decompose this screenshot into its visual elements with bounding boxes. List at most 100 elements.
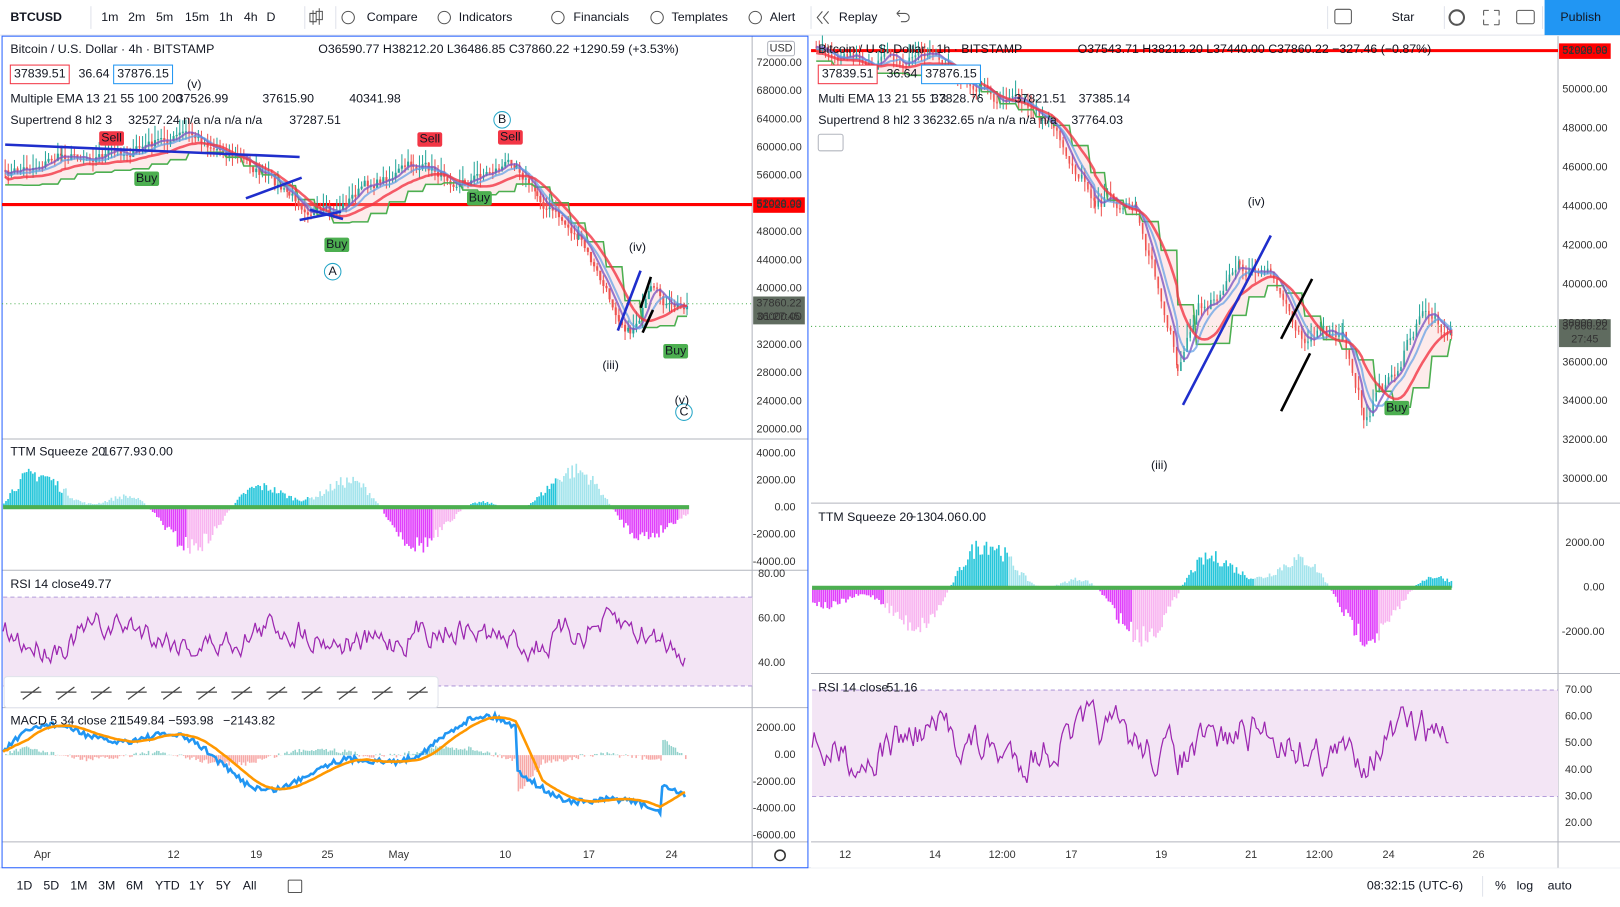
drawing-tool-icon[interactable]: [266, 686, 288, 700]
symbol[interactable]: BTCUSD: [10, 10, 62, 24]
range-button[interactable]: 6M: [126, 879, 143, 893]
squeeze-bar: [589, 480, 592, 508]
replay-button[interactable]: Replay: [839, 10, 878, 24]
range-button[interactable]: 1Y: [189, 879, 204, 893]
macd-histogram: [224, 755, 226, 764]
squeeze-bar: [532, 502, 534, 508]
collapse-button[interactable]: [817, 133, 844, 152]
squeeze-bar: [443, 507, 445, 525]
price-tick-label: 60000.00: [757, 142, 802, 154]
squeeze-bar: [651, 507, 654, 533]
interval[interactable]: 15m: [185, 10, 209, 24]
squeeze-bar: [1202, 564, 1205, 588]
drawing-tool-icon[interactable]: [371, 686, 393, 700]
drawing-tool-icon[interactable]: [161, 686, 182, 700]
squeeze-bar: [1080, 581, 1083, 588]
scale-option[interactable]: log: [1517, 879, 1534, 893]
drawing-tool-icon[interactable]: [20, 686, 42, 700]
candle: [397, 168, 400, 173]
candle: [586, 248, 589, 252]
candle: [341, 203, 345, 210]
candle: [972, 85, 975, 90]
squeeze-bar: [75, 499, 78, 508]
interval[interactable]: 1m: [101, 10, 118, 24]
publish-label[interactable]: Publish: [1560, 10, 1601, 24]
candle: [635, 323, 638, 328]
squeeze-bar: [867, 587, 870, 596]
macd-histogram: [40, 752, 42, 756]
drawing-tool-icon[interactable]: [55, 686, 77, 700]
squeeze-bar: [217, 507, 220, 526]
interval[interactable]: D: [267, 10, 276, 24]
squeeze-bar: [339, 477, 342, 508]
squeeze-bar: [253, 487, 255, 508]
candle: [914, 55, 917, 58]
macd-histogram: [465, 750, 468, 756]
macd-histogram: [151, 753, 154, 756]
date-range-icon[interactable]: [287, 879, 303, 894]
drawing-tool-icon[interactable]: [336, 686, 358, 700]
squeeze-bar: [832, 587, 835, 602]
publish-button[interactable]: [1544, 0, 1620, 36]
squeeze-bar: [1119, 587, 1122, 614]
squeeze-bar: [635, 507, 638, 539]
squeeze-bar: [1173, 587, 1176, 598]
toolbar-button[interactable]: Templates: [672, 10, 728, 24]
range-button[interactable]: All: [243, 879, 257, 893]
candle: [570, 227, 573, 234]
range-button[interactable]: 3M: [98, 879, 115, 893]
squeeze-bar: [1394, 587, 1397, 611]
drawing-tool-icon[interactable]: [301, 686, 323, 700]
drawing-tool-icon[interactable]: [90, 686, 112, 700]
macd-histogram: [397, 754, 400, 756]
macd-histogram: [503, 755, 505, 757]
scale-option[interactable]: %: [1495, 879, 1506, 893]
squeeze-bar: [1231, 564, 1234, 588]
squeeze-bar: [606, 499, 609, 508]
range-button[interactable]: 5D: [43, 879, 59, 893]
macd-histogram: [678, 753, 681, 756]
squeeze-bar: [1336, 587, 1339, 603]
squeeze-bar: [824, 587, 827, 603]
range-button[interactable]: 1M: [70, 879, 87, 893]
squeeze-bar: [27, 468, 30, 508]
toolbar-button[interactable]: Indicators: [459, 10, 513, 24]
drawing-tool-icon[interactable]: [126, 686, 147, 700]
study-name: Supertrend 8 hl2 3: [818, 113, 920, 127]
range-button[interactable]: YTD: [155, 879, 180, 893]
scale-option[interactable]: auto: [1548, 879, 1572, 893]
squeeze-bar: [1171, 587, 1174, 601]
candle: [322, 206, 325, 208]
squeeze-bar: [168, 507, 171, 527]
drawn-trendline: [639, 276, 653, 309]
interval[interactable]: 2m: [128, 10, 145, 24]
drawing-tool-icon[interactable]: [407, 686, 428, 700]
squeeze-bar: [1369, 587, 1372, 641]
range-button[interactable]: 1D: [17, 879, 33, 893]
interval[interactable]: 1h: [219, 10, 233, 24]
macd-histogram: [381, 755, 383, 756]
drawing-tool-icon[interactable]: [196, 686, 217, 700]
range-button[interactable]: 5Y: [216, 879, 231, 893]
time-tick-label: May: [389, 849, 410, 861]
interval[interactable]: 4h: [244, 10, 258, 24]
candle: [1014, 94, 1017, 97]
candle: [209, 147, 212, 149]
toolbar-button[interactable]: Financials: [573, 10, 629, 24]
candle: [573, 233, 576, 235]
drawing-tool-icon[interactable]: [231, 686, 253, 700]
squeeze-bar: [127, 497, 129, 508]
squeeze-bar: [1444, 581, 1447, 588]
price-tick-label: 50000.00: [1562, 83, 1607, 95]
bottom-toolbar: [0, 867, 1620, 907]
ask-box: [113, 64, 174, 85]
macd-histogram: [220, 755, 222, 762]
candle: [1279, 287, 1281, 294]
squeeze-bar: [1076, 580, 1079, 588]
study-value: 40341.98: [349, 91, 401, 105]
squeeze-bar: [1390, 587, 1393, 616]
interval[interactable]: 5m: [156, 10, 173, 24]
toolbar-button[interactable]: Compare: [367, 10, 418, 24]
layout-name[interactable]: Star: [1392, 10, 1415, 24]
toolbar-button[interactable]: Alert: [770, 10, 796, 24]
